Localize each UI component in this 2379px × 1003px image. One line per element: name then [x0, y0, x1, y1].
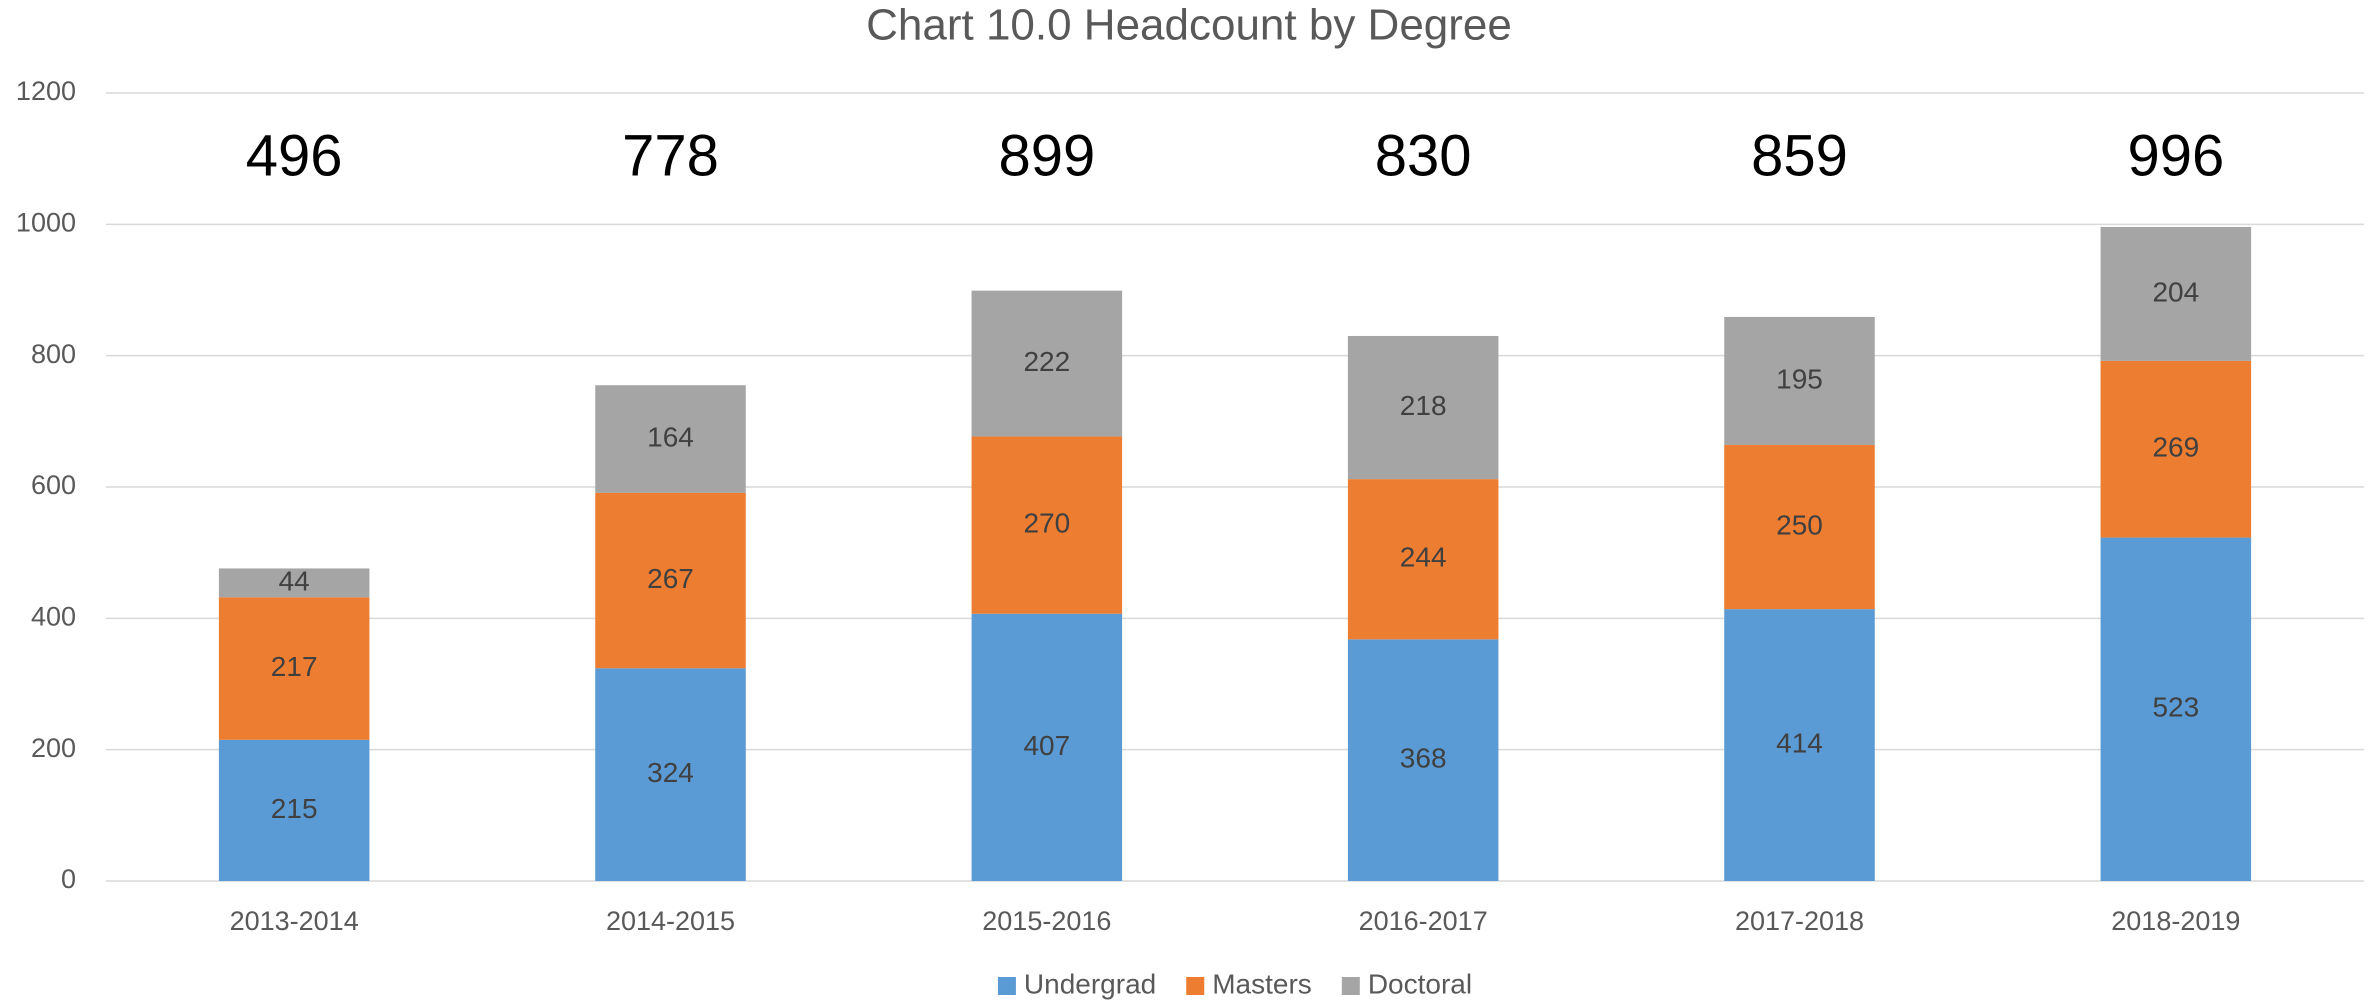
y-tick-label: 600 — [31, 470, 76, 500]
total-label: 899 — [998, 123, 1095, 188]
data-label: 222 — [1023, 346, 1070, 377]
bar-segment — [1347, 639, 1499, 881]
y-tick-label: 1000 — [16, 207, 76, 237]
x-tick-label: 2014-2015 — [606, 906, 735, 936]
y-tick-label: 200 — [31, 733, 76, 763]
total-label: 830 — [1375, 123, 1472, 188]
data-label: 195 — [1776, 363, 1823, 394]
bar-segment — [1347, 335, 1499, 480]
data-label: 44 — [279, 565, 310, 596]
legend-label: Undergrad — [1024, 968, 1156, 999]
data-label: 324 — [647, 757, 694, 788]
data-label: 267 — [647, 563, 694, 594]
y-tick-label: 0 — [61, 864, 76, 894]
data-label: 523 — [2152, 692, 2199, 723]
data-label: 269 — [2152, 432, 2199, 463]
legend-swatch — [997, 977, 1016, 995]
bar-segment — [1724, 444, 1875, 610]
legend-swatch — [1341, 977, 1360, 995]
y-tick-label: 800 — [31, 339, 76, 369]
data-label: 407 — [1023, 730, 1070, 761]
bar-segment — [595, 385, 746, 493]
bar-segment — [1724, 316, 1875, 445]
data-label: 270 — [1023, 507, 1070, 538]
total-label: 496 — [246, 123, 343, 188]
x-tick-label: 2013-2014 — [230, 906, 359, 936]
bar-segment — [218, 739, 370, 881]
data-label: 244 — [1400, 542, 1447, 573]
bar-segment — [971, 613, 1123, 881]
data-label: 215 — [271, 793, 318, 824]
bar-segment — [2100, 537, 2252, 881]
bar-segment — [218, 597, 370, 740]
y-tick-label: 400 — [31, 601, 76, 631]
data-label: 218 — [1400, 390, 1447, 421]
total-label: 778 — [622, 123, 719, 188]
bar-segment — [1347, 479, 1499, 640]
legend-swatch — [1186, 977, 1205, 995]
x-tick-label: 2016-2017 — [1359, 906, 1488, 936]
total-label: 996 — [2127, 123, 2224, 188]
total-label: 859 — [1751, 123, 1848, 188]
bar-segment — [971, 290, 1123, 437]
data-label: 368 — [1400, 743, 1447, 774]
x-tick-label: 2015-2016 — [982, 906, 1111, 936]
x-tick-label: 2017-2018 — [1735, 906, 1864, 936]
bar-segment — [971, 436, 1123, 614]
y-tick-label: 1200 — [16, 76, 76, 106]
bar-segment — [218, 568, 370, 598]
data-label: 204 — [2152, 276, 2199, 307]
legend-label: Masters — [1212, 968, 1312, 999]
data-label: 414 — [1776, 727, 1823, 758]
bar-segment — [595, 668, 746, 881]
bar-segment — [1724, 609, 1875, 881]
data-label: 250 — [1776, 509, 1823, 540]
bar-segment — [2100, 226, 2252, 361]
bar-segment — [595, 492, 746, 669]
x-tick-label: 2018-2019 — [2111, 906, 2240, 936]
bar-segment — [2100, 360, 2252, 538]
data-label: 164 — [647, 421, 694, 452]
legend-label: Doctoral — [1368, 968, 1472, 999]
data-label: 217 — [271, 651, 318, 682]
chart-title: Chart 10.0 Headcount by Degree — [866, 1, 1512, 50]
